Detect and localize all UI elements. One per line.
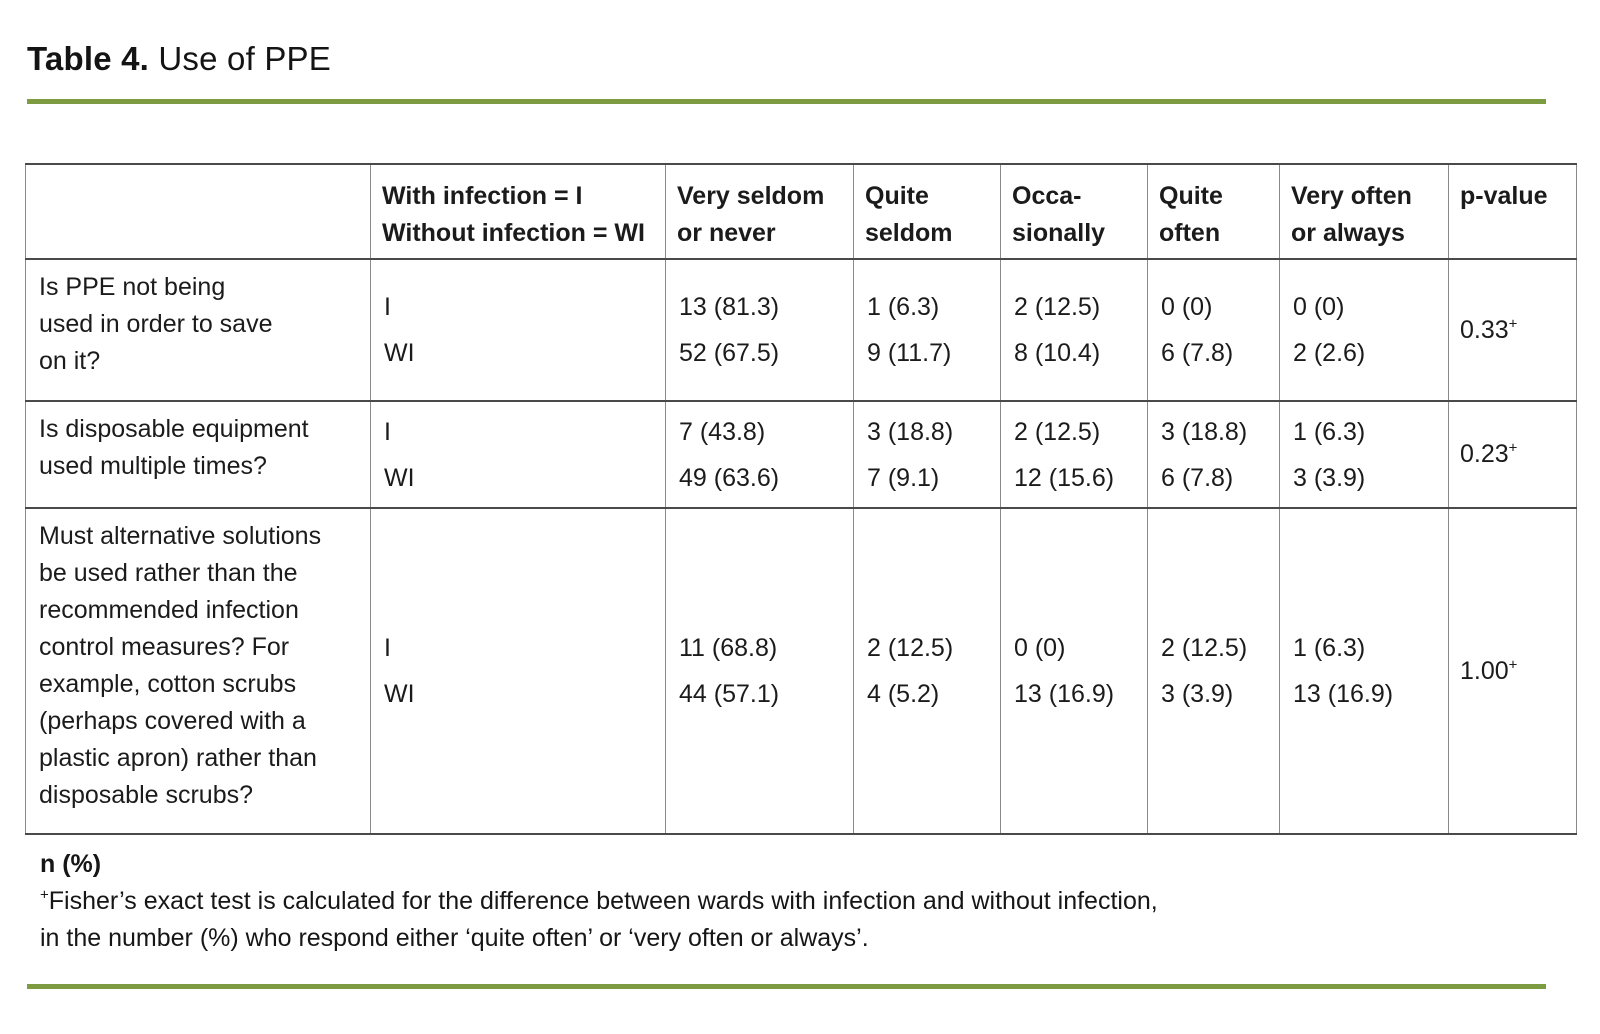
column-header-quite-often: Quite often	[1147, 163, 1280, 260]
footnote-fisher-text: Fisher’s exact test is calculated for th…	[48, 887, 1158, 915]
p-value-superscript: +	[1508, 315, 1518, 333]
column-header-empty	[25, 163, 371, 260]
value-cell: 11 (68.8) 44 (57.1)	[665, 507, 854, 835]
column-header-occasionally: Occa- sionally	[1000, 163, 1148, 260]
table-row-disposable-equipment: Is disposable equipment used multiple ti…	[25, 400, 1577, 509]
table-footnotes: n (%) +Fisher’s exact test is calculated…	[40, 846, 1158, 957]
value-cell: 0 (0) 13 (16.9)	[1000, 507, 1148, 835]
value-cell: 13 (81.3) 52 (67.5)	[665, 258, 854, 402]
table-title-label: Table 4.	[27, 40, 150, 77]
value-cell: 1 (6.3) 3 (3.9)	[1279, 400, 1449, 509]
p-value-superscript: +	[1508, 656, 1518, 674]
p-value-cell: 1.00+	[1448, 507, 1577, 835]
p-value-cell: 0.23+	[1448, 400, 1577, 509]
top-divider-rule	[27, 99, 1546, 104]
value-cell: 0 (0) 2 (2.6)	[1279, 258, 1449, 402]
group-cell: I WI	[370, 258, 666, 402]
footnote-n-percent: n (%)	[40, 850, 102, 878]
p-value-superscript: +	[1508, 439, 1518, 457]
column-header-very-seldom: Very seldom or never	[665, 163, 854, 260]
ppe-table: With infection = I Without infection = W…	[25, 163, 1577, 835]
question-cell: Is disposable equipment used multiple ti…	[25, 400, 371, 509]
table-row-alternative-solutions: Must alternative solutions be used rathe…	[25, 507, 1577, 835]
value-cell: 2 (12.5) 12 (15.6)	[1000, 400, 1148, 509]
value-cell: 0 (0) 6 (7.8)	[1147, 258, 1280, 402]
table-title-text: Use of PPE	[149, 40, 331, 77]
value-cell: 3 (18.8) 7 (9.1)	[853, 400, 1001, 509]
header-row: With infection = I Without infection = W…	[25, 163, 1577, 260]
p-value: 1.00	[1460, 656, 1509, 685]
column-header-quite-seldom: Quite seldom	[853, 163, 1001, 260]
p-value: 0.23	[1460, 440, 1509, 468]
value-cell: 2 (12.5) 3 (3.9)	[1147, 507, 1280, 835]
value-cell: 2 (12.5) 8 (10.4)	[1000, 258, 1148, 402]
table-title: Table 4. Use of PPE	[27, 40, 331, 78]
column-header-very-often: Very often or always	[1279, 163, 1449, 260]
p-value-cell: 0.33+	[1448, 258, 1577, 402]
footnote-superscript: +	[40, 886, 49, 904]
question-cell: Must alternative solutions be used rathe…	[25, 507, 371, 835]
bottom-divider-rule	[27, 984, 1546, 989]
table-row-ppe-save: Is PPE not being used in order to save o…	[25, 258, 1577, 402]
p-value: 0.33	[1460, 315, 1509, 344]
group-cell: I WI	[370, 507, 666, 835]
group-cell: I WI	[370, 400, 666, 509]
column-header-p-value: p-value	[1448, 163, 1577, 260]
footnote-fisher-line1: +Fisher’s exact test is calculated for t…	[40, 883, 1158, 920]
value-cell: 3 (18.8) 6 (7.8)	[1147, 400, 1280, 509]
value-cell: 1 (6.3) 9 (11.7)	[853, 258, 1001, 402]
footnote-fisher-line2: in the number (%) who respond either ‘qu…	[40, 924, 869, 952]
value-cell: 7 (43.8) 49 (63.6)	[665, 400, 854, 509]
column-header-infection-key: With infection = I Without infection = W…	[370, 163, 666, 260]
value-cell: 1 (6.3) 13 (16.9)	[1279, 507, 1449, 835]
question-cell: Is PPE not being used in order to save o…	[25, 258, 371, 402]
value-cell: 2 (12.5) 4 (5.2)	[853, 507, 1001, 835]
